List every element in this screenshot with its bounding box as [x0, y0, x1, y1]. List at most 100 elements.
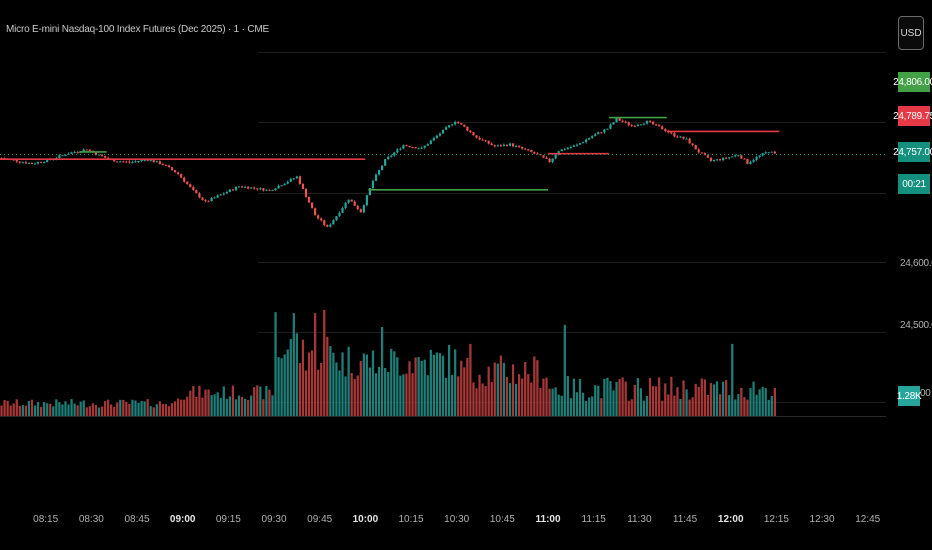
volume-bar [493, 362, 496, 416]
candle-body [426, 144, 429, 146]
volume-bar [542, 378, 545, 416]
candle-body [70, 152, 73, 154]
volume-bar [103, 401, 107, 416]
candle-body [40, 162, 43, 164]
volume-bar [484, 386, 487, 416]
candle-body [725, 157, 728, 159]
volume-bar [131, 399, 134, 416]
volume-bars [0, 310, 776, 416]
candle-body [18, 161, 21, 163]
time-axis-label: 11:45 [672, 514, 698, 525]
volume-bar [581, 392, 585, 416]
volume-bar [36, 401, 40, 416]
candle-body [569, 146, 572, 148]
volume-bar [380, 326, 384, 416]
volume-bar [460, 360, 463, 416]
volume-bar [301, 339, 305, 416]
volume-bar [633, 385, 636, 416]
candle-body [307, 196, 311, 203]
candle-body [670, 132, 673, 134]
candle-body [490, 143, 493, 146]
candle-body [46, 159, 49, 162]
volume-bar [64, 401, 67, 416]
volume-bar [761, 386, 764, 416]
candle-body [125, 161, 128, 163]
candle-body [140, 160, 143, 162]
volume-bar [173, 401, 177, 416]
volume-bar [183, 399, 186, 416]
candle-body [362, 205, 365, 213]
candle-body [374, 174, 378, 181]
candle-body [612, 122, 615, 125]
volume-bar [128, 403, 131, 416]
volume-bar [259, 386, 262, 416]
candle-body [347, 199, 350, 203]
candle-body [146, 159, 149, 161]
candle-body [134, 161, 137, 163]
candle-body [390, 155, 393, 157]
candle-body [527, 149, 530, 151]
candle-body [408, 145, 411, 148]
volume-bar [359, 361, 362, 416]
time-axis-label: 10:15 [398, 514, 424, 525]
volume-bar [703, 379, 706, 416]
volume-bar [374, 373, 378, 416]
volume-bar [180, 399, 183, 416]
candle-body [511, 143, 515, 147]
candle-body [295, 176, 298, 179]
candle-body [207, 201, 210, 203]
volume-bar [323, 310, 326, 416]
volume-bar [408, 361, 411, 416]
candle-body [615, 118, 618, 123]
volume-bar [268, 389, 271, 416]
volume-bar [417, 356, 420, 416]
volume-bar [298, 363, 302, 416]
candle-body [648, 120, 652, 122]
time-axis-label: 11:00 [535, 514, 561, 525]
volume-bar [435, 352, 439, 416]
volume-bar [706, 394, 710, 416]
volume-bar [594, 385, 597, 416]
volume-bar [234, 399, 238, 416]
volume-bar [764, 388, 767, 416]
candle-body [731, 156, 734, 158]
volume-bar [524, 362, 527, 416]
candle-body [247, 186, 250, 189]
candle-body [320, 218, 323, 221]
candle-body [201, 197, 204, 200]
volume-bar [243, 398, 247, 416]
time-axis-label: 11:15 [581, 514, 606, 525]
volume-bar [82, 400, 85, 416]
volume-bar [27, 400, 31, 416]
candle-body [100, 154, 104, 157]
volume-bar [557, 394, 560, 416]
candle-body [481, 139, 484, 141]
candle-body [344, 202, 347, 208]
volume-bar [46, 403, 49, 416]
candle-body [173, 170, 177, 173]
currency-button[interactable]: USD [898, 16, 924, 50]
candle-body [256, 188, 259, 190]
candle-body [368, 188, 372, 196]
time-axis-label: 08:15 [33, 514, 59, 525]
volume-bar [43, 402, 46, 416]
volume-bar [758, 389, 761, 416]
candle-body [466, 126, 469, 131]
volume-bar [728, 395, 731, 416]
volume-bar [119, 399, 122, 416]
candle-body [722, 157, 725, 161]
volume-bar [667, 394, 670, 416]
volume-bar [618, 379, 621, 416]
candle-body [317, 215, 320, 219]
candle-body [502, 144, 505, 147]
volume-bar [250, 395, 253, 416]
volume-bar [100, 406, 104, 416]
candle-body [588, 138, 591, 140]
candle-body [575, 144, 579, 146]
candle-body [310, 202, 314, 209]
candle-body [597, 132, 600, 135]
candle-body [268, 189, 271, 191]
candle-body [365, 195, 368, 206]
candle-body [280, 185, 283, 187]
